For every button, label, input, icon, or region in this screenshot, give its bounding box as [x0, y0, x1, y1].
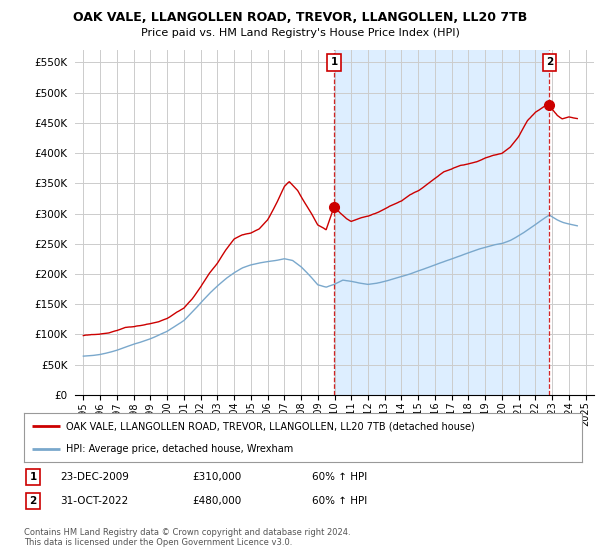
Text: £310,000: £310,000: [192, 472, 241, 482]
Text: 23-DEC-2009: 23-DEC-2009: [60, 472, 129, 482]
Text: HPI: Average price, detached house, Wrexham: HPI: Average price, detached house, Wrex…: [66, 444, 293, 454]
Text: 1: 1: [29, 472, 37, 482]
Text: Price paid vs. HM Land Registry's House Price Index (HPI): Price paid vs. HM Land Registry's House …: [140, 28, 460, 38]
Text: 31-OCT-2022: 31-OCT-2022: [60, 496, 128, 506]
Text: 60% ↑ HPI: 60% ↑ HPI: [312, 472, 367, 482]
Text: OAK VALE, LLANGOLLEN ROAD, TREVOR, LLANGOLLEN, LL20 7TB: OAK VALE, LLANGOLLEN ROAD, TREVOR, LLANG…: [73, 11, 527, 24]
Text: £480,000: £480,000: [192, 496, 241, 506]
Text: Contains HM Land Registry data © Crown copyright and database right 2024.
This d: Contains HM Land Registry data © Crown c…: [24, 528, 350, 547]
Text: 2: 2: [29, 496, 37, 506]
Bar: [334, 50, 549, 395]
Text: OAK VALE, LLANGOLLEN ROAD, TREVOR, LLANGOLLEN, LL20 7TB (detached house): OAK VALE, LLANGOLLEN ROAD, TREVOR, LLANG…: [66, 421, 475, 431]
Text: 1: 1: [331, 58, 338, 67]
Text: 60% ↑ HPI: 60% ↑ HPI: [312, 496, 367, 506]
Text: 2: 2: [545, 58, 553, 67]
